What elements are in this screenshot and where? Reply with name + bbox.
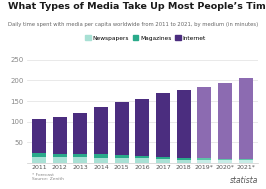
Bar [156,93,170,157]
Bar [115,155,129,158]
Bar [239,78,253,159]
Text: statista: statista [230,176,258,185]
Bar [177,158,191,160]
Bar [115,158,129,163]
Bar [135,156,149,158]
Bar [197,160,211,163]
Bar [53,157,67,163]
Bar [73,153,87,157]
Text: * Forecast
Source: Zenith: * Forecast Source: Zenith [32,173,64,181]
Bar [53,117,67,153]
Bar [73,113,87,153]
Legend: Newspapers, Magazines, Internet: Newspapers, Magazines, Internet [83,33,208,43]
Bar [177,160,191,163]
Text: Daily time spent with media per capita worldwide from 2011 to 2021, by medium (i: Daily time spent with media per capita w… [8,22,258,27]
Bar [94,107,108,154]
Bar [135,158,149,163]
Bar [218,160,232,163]
Bar [239,159,253,160]
Bar [239,160,253,163]
Bar [115,102,129,155]
Bar [156,159,170,163]
Bar [135,98,149,156]
Bar [197,158,211,160]
Bar [197,88,211,158]
Bar [32,157,46,163]
Bar [156,157,170,159]
Bar [94,154,108,158]
Bar [73,157,87,163]
Text: What Types of Media Take Up Most People’s Time?: What Types of Media Take Up Most People’… [8,2,266,11]
Bar [53,153,67,157]
Bar [94,158,108,163]
Bar [177,90,191,158]
Bar [32,153,46,157]
Bar [32,119,46,153]
Bar [218,159,232,160]
Bar [218,83,232,159]
